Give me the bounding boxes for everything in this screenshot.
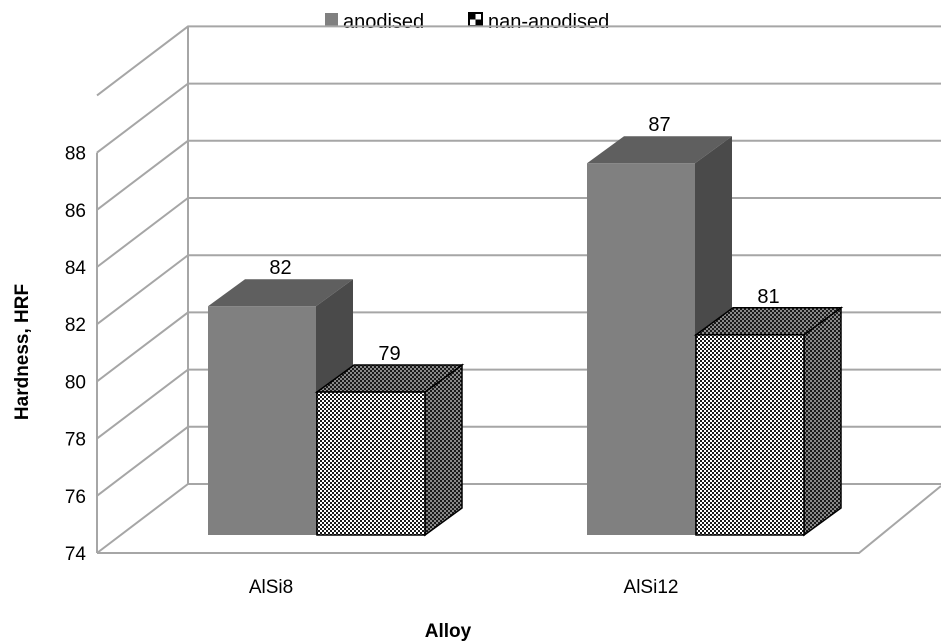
gridline [96,25,941,97]
y-tick-label: 78 [65,430,86,451]
bar-side [424,363,463,537]
bar-top [587,136,732,164]
bar-front [208,306,316,535]
y-axis-title: Hardness, HRF [12,284,33,420]
value-labels: 82 79 87 81 [269,114,779,365]
bar-top [208,279,353,307]
x-axis-title: Alloy [425,621,472,642]
y-tick-label: 80 [65,372,86,393]
x-tick-label: AlSi8 [249,577,293,598]
x-tick-label: AlSi12 [624,577,679,598]
bar-nan-anodised[interactable] [693,306,844,537]
data-label: 81 [757,286,779,308]
gridline [96,82,941,154]
y-tick-label: 76 [65,487,86,508]
legend: anodised nan-anodised [325,11,609,33]
legend-label-nan-anodised: nan-anodised [488,11,609,33]
bar-front [316,391,426,536]
y-tick-label: 82 [65,315,86,336]
legend-swatch-anodised [325,13,338,26]
data-label: 87 [648,114,670,136]
y-tick-label: 86 [65,201,86,222]
y-tick-label: 74 [65,544,87,565]
bar-front [695,334,805,536]
y-tick-label: 84 [65,258,87,279]
gridline [96,197,941,268]
bars [208,136,844,537]
legend-item-anodised[interactable]: anodised [325,11,424,33]
bar-front [587,163,695,535]
gridline [96,139,941,211]
data-label: 79 [378,343,400,365]
y-axis-ticks: 74 76 78 80 82 84 86 88 [65,144,87,565]
bar-nan-anodised[interactable] [314,363,465,537]
bar-side [803,306,842,537]
data-label: 82 [269,257,291,279]
legend-label-anodised: anodised [343,11,424,33]
floor-edge [97,485,941,554]
x-axis-ticks: AlSi8 AlSi12 [249,577,679,598]
y-tick-label: 88 [65,144,86,165]
legend-swatch-nan-anodised [468,12,483,27]
legend-item-nan-anodised[interactable]: nan-anodised [468,11,609,33]
